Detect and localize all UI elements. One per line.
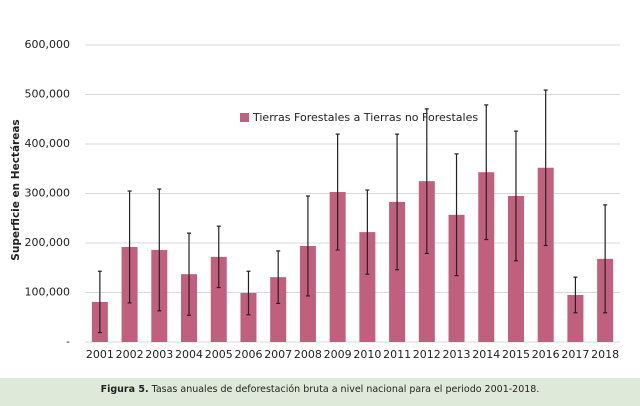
chart: Superficie en Hectáreas - 100,000 200,000 3… <box>10 38 620 361</box>
bar <box>210 256 227 342</box>
x-tick-label: 2005 <box>205 348 233 361</box>
y-tick-label: 600,000 <box>25 38 71 51</box>
x-tick-label: 2011 <box>383 348 411 361</box>
bar <box>329 192 346 342</box>
x-tick-label: 2008 <box>294 348 322 361</box>
x-tick-label: 2006 <box>234 348 262 361</box>
y-tick-label: 200,000 <box>25 236 71 249</box>
x-tick-label: 2003 <box>145 348 173 361</box>
x-tick-label: 2017 <box>561 348 589 361</box>
y-tick-label: 300,000 <box>25 187 71 200</box>
bar <box>567 294 584 342</box>
x-tick-label: 2009 <box>324 348 352 361</box>
caption: Figura 5. Tasas anuales de deforestación… <box>0 378 640 406</box>
x-tick-label: 2013 <box>443 348 471 361</box>
x-tick-label: 2012 <box>413 348 441 361</box>
y-tick-label: 100,000 <box>25 286 71 299</box>
bar <box>270 277 287 342</box>
x-tick-label: 2014 <box>472 348 500 361</box>
x-tick-label: 2007 <box>264 348 292 361</box>
legend-label: Tierras Forestales a Tierras no Forestal… <box>252 111 478 124</box>
x-tick-label: 2010 <box>353 348 381 361</box>
x-tick-label: 2016 <box>532 348 560 361</box>
caption-label: Figura 5. <box>100 384 149 395</box>
x-tick-label: 2004 <box>175 348 203 361</box>
y-tick-label: - <box>66 335 70 348</box>
bar <box>418 181 435 342</box>
bar <box>240 292 257 342</box>
bar <box>537 167 554 342</box>
x-tick-label: 2001 <box>86 348 114 361</box>
caption-text: Tasas anuales de deforestación bruta a n… <box>148 384 540 395</box>
y-tick-label: 400,000 <box>25 137 71 150</box>
bar <box>507 195 524 342</box>
y-tick-label: 500,000 <box>25 88 71 101</box>
y-axis-title: Superficie en Hectáreas <box>10 119 22 260</box>
legend-swatch <box>240 113 249 122</box>
bar <box>359 232 376 342</box>
bar <box>389 201 406 342</box>
x-tick-label: 2015 <box>502 348 530 361</box>
x-tick-label: 2018 <box>591 348 619 361</box>
bar <box>478 172 495 342</box>
bar <box>448 214 465 342</box>
x-tick-label: 2002 <box>116 348 144 361</box>
